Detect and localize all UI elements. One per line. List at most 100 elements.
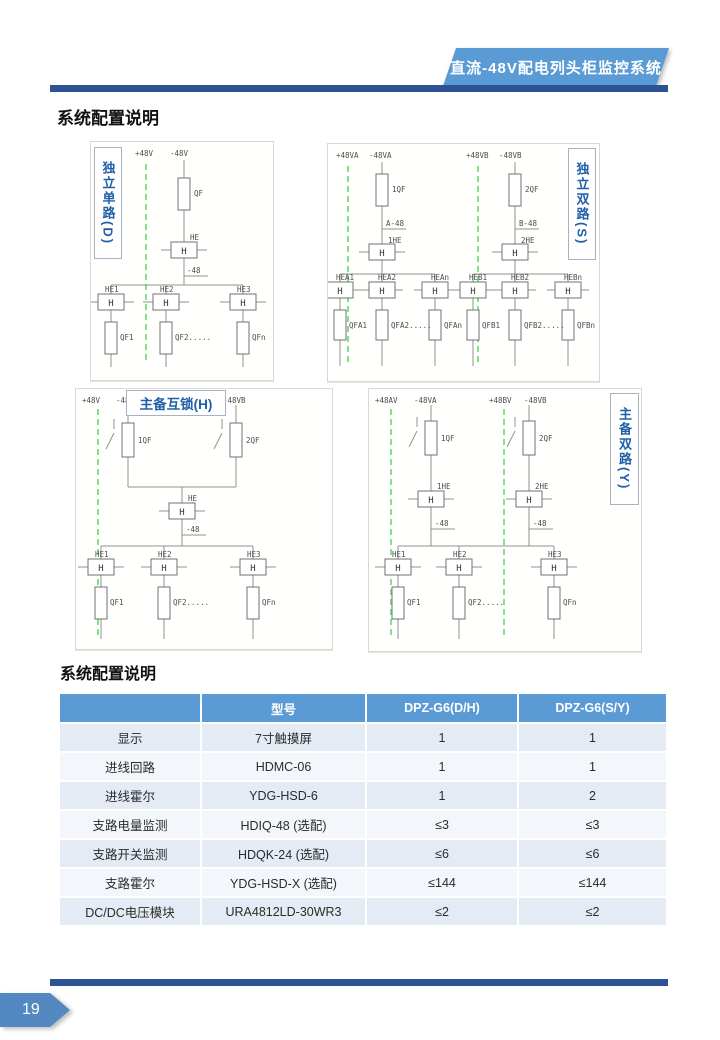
diagram-interlock-h-title: 主备互锁(H): [126, 390, 226, 416]
diagram-label: -48: [435, 519, 449, 528]
breaker-symbol: [508, 173, 522, 207]
diagram-dual-s-title: 独立双路(S): [568, 148, 596, 260]
diagram-label: +48BV: [489, 396, 512, 405]
table-row: 进线回路 HDMC-06 1 1: [60, 753, 666, 780]
table-cell: HDQK-24 (选配): [202, 840, 365, 867]
diagram-label: HEA1: [336, 273, 354, 282]
header-rule: [50, 85, 668, 92]
table-cell: ≤6: [367, 840, 517, 867]
table-cell: HDMC-06: [202, 753, 365, 780]
table-header-item: [60, 694, 200, 722]
table-cell: 1: [519, 724, 666, 751]
table-cell: 进线回路: [60, 753, 200, 780]
diagram-label: QFn: [563, 598, 577, 607]
diagram-label: H: [161, 564, 166, 574]
diagram-label: QF1: [407, 598, 421, 607]
diagram-label: H: [526, 496, 531, 506]
diagram-label: H: [470, 287, 475, 297]
diagram-label: -48VA: [369, 151, 392, 160]
diagram-label: H: [108, 299, 113, 309]
diagram-label: QFn: [252, 333, 266, 342]
diagram-label: QFn: [262, 598, 276, 607]
breaker-symbol: [466, 309, 480, 341]
diagram-label: HE2: [453, 550, 467, 559]
diagram-label: HE: [188, 494, 198, 503]
table-cell: ≤144: [367, 869, 517, 896]
diagram-label: H: [432, 287, 437, 297]
diagram-label: HE: [190, 233, 200, 242]
diagram-label: QFA1: [349, 321, 367, 330]
table-cell: ≤144: [519, 869, 666, 896]
diagram-dual-y: +48AV -48VA +48BV -48VB 1QF 2QF 1HE 2HE …: [368, 388, 642, 652]
diagram-label: QF: [194, 189, 204, 198]
table-cell: ≤3: [367, 811, 517, 838]
hall-sensor-symbol: [515, 490, 543, 508]
table-cell: 显示: [60, 724, 200, 751]
breaker-symbol: [547, 586, 561, 620]
diagram-label: H: [98, 564, 103, 574]
table-cell: 支路开关监测: [60, 840, 200, 867]
table-header-sy: DPZ-G6(S/Y): [519, 694, 666, 722]
table-header-dh: DPZ-G6(D/H): [367, 694, 517, 722]
diagram-label: -48: [187, 266, 201, 275]
table-cell: 1: [367, 782, 517, 809]
diagram-label: HE3: [247, 550, 261, 559]
diagram-label: QFBn: [577, 321, 595, 330]
diagram-label: 1QF: [138, 436, 152, 445]
table-cell: 1: [519, 753, 666, 780]
diagram-label: H: [379, 287, 384, 297]
diagram-label: H: [179, 508, 184, 518]
table-cell: 2: [519, 782, 666, 809]
diagram-label: QFA2.....: [391, 321, 432, 330]
table-cell: YDG-HSD-6: [202, 782, 365, 809]
diagram-label: 1HE: [388, 236, 402, 245]
hall-sensor-symbol: [168, 502, 196, 520]
diagram-label: 2HE: [535, 482, 549, 491]
diagram-label: +48AV: [375, 396, 398, 405]
diagram-label: 2QF: [525, 185, 539, 194]
table-row: DC/DC电压模块 URA4812LD-30WR3 ≤2 ≤2: [60, 898, 666, 925]
section-title-bottom: 系统配置说明: [60, 666, 157, 683]
diagram-label: HE1: [392, 550, 406, 559]
diagram-interlock-h-svg: +48V -48VA -48VB 1QF 2QF HE H -48: [78, 396, 276, 639]
diagram-label: 1QF: [441, 434, 455, 443]
diagram-label: 2QF: [539, 434, 553, 443]
diagram-label: QFB1: [482, 321, 500, 330]
diagram-label: H: [456, 564, 461, 574]
diagram-label: H: [395, 564, 400, 574]
diagram-label: HEA2: [378, 273, 396, 282]
diagram-label: H: [428, 496, 433, 506]
switch-symbol: [506, 430, 516, 448]
table-cell: ≤2: [519, 898, 666, 925]
breaker-symbol: [177, 177, 191, 211]
diagram-label: 1HE: [437, 482, 451, 491]
breaker-symbol: [561, 309, 575, 341]
table-cell: 1: [367, 724, 517, 751]
diagram-label: QF2.....: [468, 598, 504, 607]
diagram-label: HE2: [158, 550, 172, 559]
breaker-symbol: [508, 309, 522, 341]
diagram-label: H: [337, 287, 342, 297]
diagram-single-d-svg: +48V -48V QF HE H -48 H H H HE1 HE2 HE3: [91, 149, 266, 367]
page-number: 19: [0, 993, 70, 1027]
switch-symbol: [105, 432, 115, 450]
table-cell: 7寸触摸屏: [202, 724, 365, 751]
breaker-symbol: [157, 586, 171, 620]
diagram-label: QF1: [120, 333, 134, 342]
table-row: 支路开关监测 HDQK-24 (选配) ≤6 ≤6: [60, 840, 666, 867]
diagram-label: -48V: [170, 149, 189, 158]
table-row: 支路霍尔 YDG-HSD-X (选配) ≤144 ≤144: [60, 869, 666, 896]
breaker-symbol: [375, 309, 389, 341]
breaker-symbol: [246, 586, 260, 620]
diagram-label: -48VB: [499, 151, 522, 160]
header-banner: 直流-48V配电列头柜监控系统: [443, 48, 669, 86]
diagram-label: H: [379, 249, 384, 259]
section-title-top: 系统配置说明: [57, 109, 159, 128]
diagram-label: QF2.....: [173, 598, 209, 607]
table-cell: HDIQ-48 (选配): [202, 811, 365, 838]
diagram-label: HE1: [95, 550, 109, 559]
diagram-label: HEB1: [469, 273, 487, 282]
switch-symbol: [408, 430, 418, 448]
config-table: 型号 DPZ-G6(D/H) DPZ-G6(S/Y) 显示 7寸触摸屏 1 1 进线回…: [58, 692, 668, 927]
